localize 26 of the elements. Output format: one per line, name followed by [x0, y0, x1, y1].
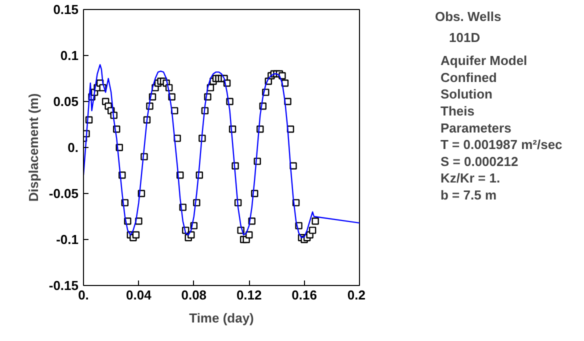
text: 101D	[449, 29, 480, 45]
y-tick-label: 0.	[68, 140, 78, 155]
y-tick-label: 0.05	[53, 94, 79, 109]
text: b = 7.5 m	[440, 188, 496, 203]
y-tick-label: -0.15	[48, 278, 79, 293]
text: Confined	[440, 70, 497, 85]
text: T = 0.001987 m²/sec	[440, 137, 562, 152]
x-tick-label: 0.08	[181, 288, 207, 302]
text: S = 0.000212	[440, 154, 518, 169]
text: Theis	[440, 104, 474, 118]
text: Solution	[440, 86, 493, 102]
x-tick-label: 0.12	[236, 288, 262, 302]
x-axis-title: Time (day)	[189, 310, 254, 326]
text: Parameters	[440, 120, 512, 136]
y-tick-label: -0.05	[48, 186, 79, 201]
y-tick-label: -0.1	[56, 232, 79, 247]
x-tick-label: 0.16	[292, 288, 317, 302]
legend-title: Obs. Wells	[435, 9, 502, 24]
y-axis-title: Displacement (m)	[26, 93, 41, 202]
text: Kz/Kr = 1.	[440, 170, 500, 186]
x-tick-label: 0.	[78, 288, 89, 302]
y-tick-label: 0.15	[53, 2, 79, 17]
text: Aquifer Model	[440, 53, 528, 68]
x-tick-label: 0.04	[126, 288, 152, 302]
y-tick-label: 0.1	[60, 48, 79, 63]
x-tick-label: 0.2	[347, 288, 366, 302]
